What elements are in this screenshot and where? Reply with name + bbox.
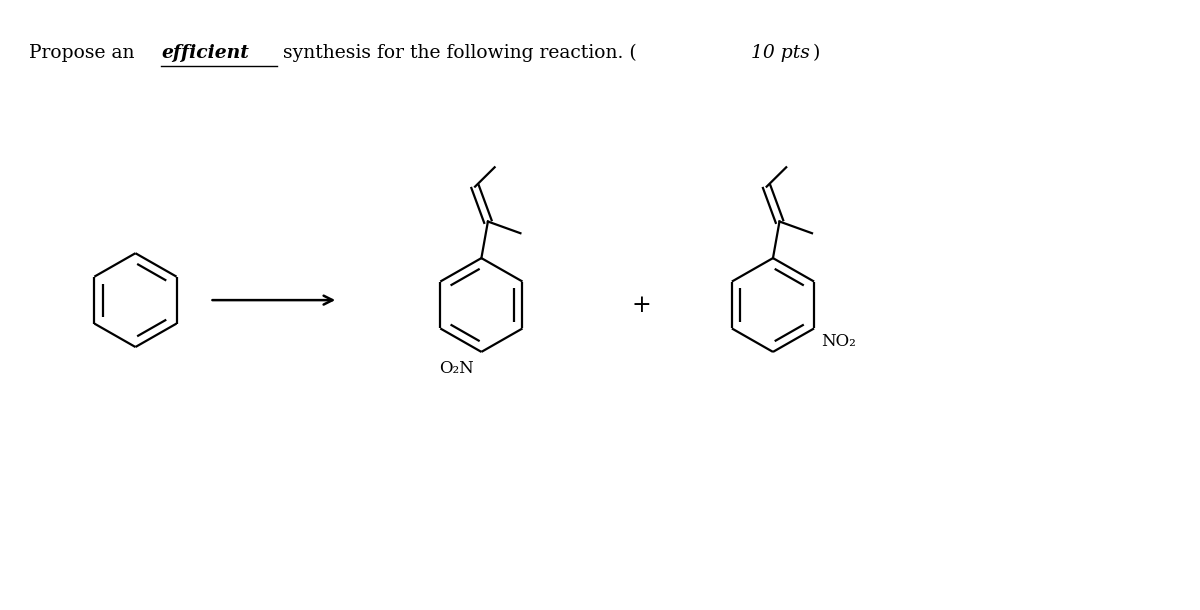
Text: NO₂: NO₂ [821,333,856,350]
Text: 10 pts: 10 pts [751,44,810,62]
Text: efficient: efficient [161,44,250,62]
Text: Propose an: Propose an [29,44,140,62]
Text: ): ) [812,44,820,62]
Text: synthesis for the following reaction. (: synthesis for the following reaction. ( [277,44,636,62]
Text: +: + [631,293,652,317]
Text: O₂N: O₂N [439,360,474,377]
